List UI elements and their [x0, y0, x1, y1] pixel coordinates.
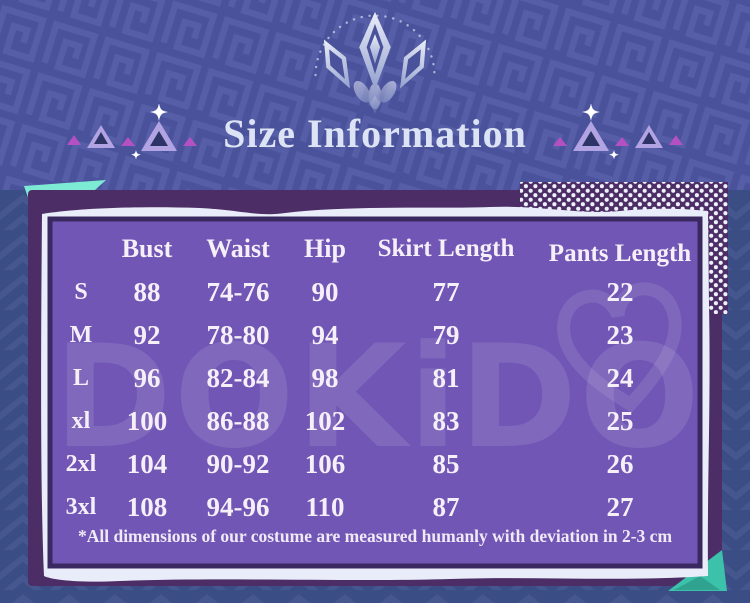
- small-triangle-icon: [121, 137, 136, 146]
- table-cell: 106: [304, 449, 346, 479]
- table-cell: 85: [432, 449, 460, 479]
- size-label: 3xl: [65, 494, 97, 520]
- card-frame: [24, 180, 728, 591]
- right-wing-crystal: [399, 39, 427, 89]
- table-cell: 94: [311, 320, 339, 350]
- table-cell: 22: [606, 277, 634, 307]
- table-cell: 77: [432, 277, 460, 307]
- table-cell: 96: [133, 363, 161, 393]
- size-label: xl: [71, 408, 91, 434]
- table-cell: 81: [432, 363, 460, 393]
- table-cell: 27: [606, 492, 634, 522]
- sparkle-icon: [131, 150, 142, 160]
- size-chart-card: DOKiDOKi S M L xl 2xl 3xl Bust 88 92 96 …: [20, 180, 730, 596]
- table-cell: 23: [606, 320, 634, 350]
- column-header: Waist: [206, 234, 270, 263]
- column-header: Bust: [121, 234, 173, 263]
- dotted-arc: [314, 14, 436, 77]
- size-label: 2xl: [65, 451, 97, 477]
- size-label: L: [72, 365, 89, 391]
- sparkle-icon: [608, 150, 619, 160]
- sparkle-icon: [581, 104, 600, 121]
- table-cell: 90: [311, 277, 339, 307]
- table-cell: 82-84: [206, 363, 270, 393]
- table-panel: [47, 216, 703, 569]
- column-pants-length: Pants Length 22 23 24 25 26 27: [520, 219, 700, 529]
- crown-crystal-icon: [295, 10, 455, 114]
- title-ornament-right: [552, 104, 683, 160]
- medium-triangle-icon: [634, 125, 663, 148]
- title-ornament-left: [67, 104, 198, 160]
- table-cell: 92: [133, 320, 161, 350]
- table-cell: 74-76: [206, 277, 270, 307]
- table-cell: 86-88: [206, 406, 270, 436]
- small-triangle-icon: [67, 135, 82, 145]
- column-size: S M L xl 2xl 3xl: [50, 219, 121, 529]
- left-wing-crystal: [323, 39, 351, 89]
- small-triangle-icon: [183, 137, 198, 146]
- medium-triangle-icon: [87, 125, 116, 148]
- table-cell: 79: [432, 320, 460, 350]
- title-row: Size Information: [0, 104, 750, 162]
- column-header: Hip: [304, 234, 346, 263]
- table-cell: 110: [305, 492, 345, 522]
- table-cell: 98: [311, 363, 339, 393]
- table-cell: 25: [606, 406, 634, 436]
- large-triangle-icon: [141, 121, 178, 151]
- size-label: M: [69, 322, 93, 348]
- large-triangle-icon: [572, 121, 609, 151]
- table-cell: 78-80: [206, 320, 270, 350]
- column-skirt-length: Skirt Length 77 79 81 83 85 87: [346, 219, 546, 529]
- table-cell: 102: [304, 406, 346, 436]
- table-cell: 88: [133, 277, 161, 307]
- crown-reflection: [370, 95, 380, 114]
- table-cell: 104: [126, 449, 168, 479]
- table-cell: 26: [606, 449, 634, 479]
- table-cell: 100: [126, 406, 168, 436]
- table-cell: 87: [432, 492, 460, 522]
- table-cell: 83: [432, 406, 460, 436]
- measurement-disclaimer: *All dimensions of our costume are measu…: [77, 526, 673, 546]
- page-title: Size Information: [223, 110, 527, 156]
- center-crystal: [359, 11, 391, 90]
- column-header: Pants Length: [548, 240, 692, 267]
- table-cell: 24: [606, 363, 634, 393]
- column-bust: Bust 88 92 96 100 104 108: [92, 219, 202, 529]
- size-label: S: [74, 279, 88, 305]
- column-hip: Hip 90 94 98 102 106 110: [270, 219, 380, 529]
- small-triangle-icon: [552, 137, 567, 146]
- column-header: Skirt Length: [377, 235, 515, 262]
- sparkle-icon: [150, 104, 169, 121]
- column-waist: Waist 74-76 78-80 82-84 86-88 90-92 94-9…: [173, 219, 303, 529]
- table-cell: 94-96: [206, 492, 270, 522]
- table-cell: 90-92: [206, 449, 270, 479]
- small-triangle-icon: [668, 135, 683, 145]
- size-table: DOKiDOKi S M L xl 2xl 3xl Bust 88 92 96 …: [50, 219, 700, 566]
- small-triangle-icon: [614, 137, 629, 146]
- table-cell: 108: [126, 492, 168, 522]
